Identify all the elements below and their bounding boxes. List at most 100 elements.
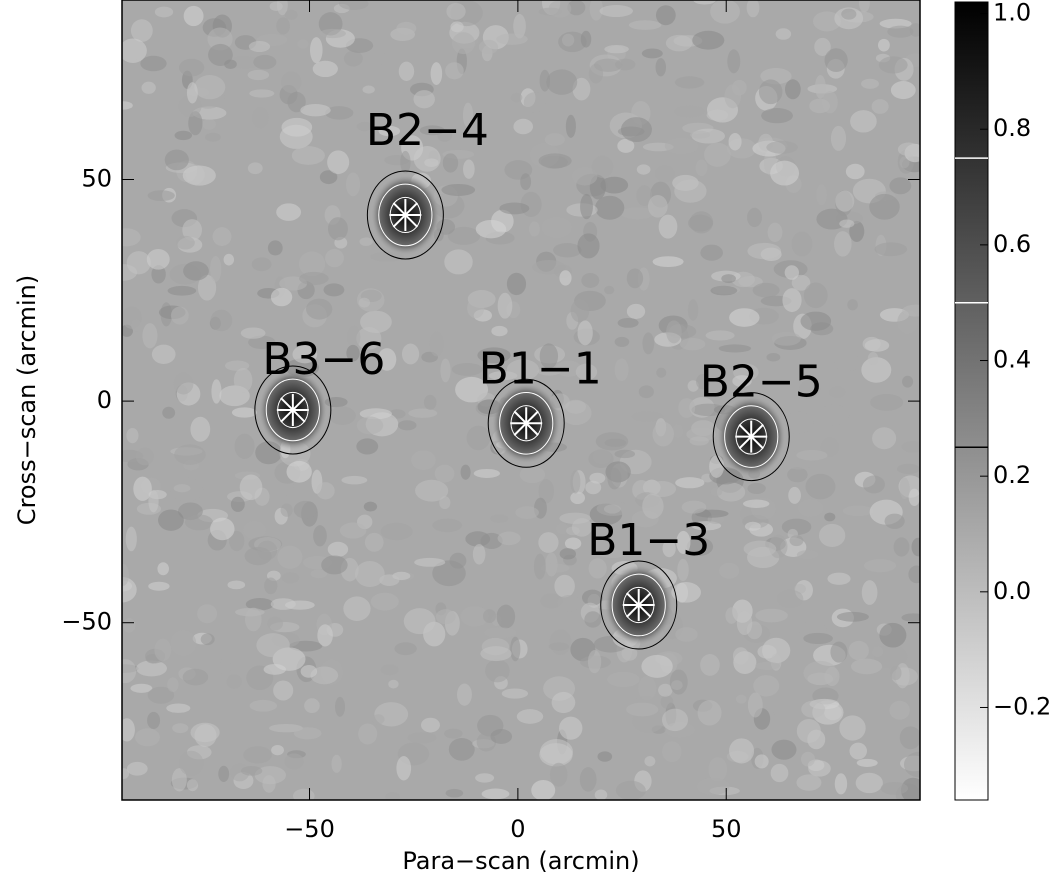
noise bbox=[592, 448, 612, 465]
noise bbox=[403, 608, 436, 635]
noise bbox=[339, 522, 367, 539]
noise bbox=[162, 406, 176, 419]
contour bbox=[712, 392, 790, 482]
noise bbox=[173, 372, 194, 395]
noise bbox=[636, 164, 651, 175]
noise bbox=[327, 217, 348, 241]
noise bbox=[880, 781, 909, 795]
noise bbox=[901, 441, 920, 453]
noise bbox=[603, 504, 621, 514]
noise bbox=[164, 149, 189, 171]
noise bbox=[656, 367, 667, 378]
noise bbox=[267, 616, 284, 631]
noise bbox=[356, 121, 373, 132]
noise bbox=[599, 5, 633, 18]
noise bbox=[444, 249, 473, 275]
noise bbox=[457, 683, 472, 706]
noise bbox=[845, 163, 865, 180]
noise bbox=[450, 21, 464, 33]
noise bbox=[835, 190, 855, 212]
noise bbox=[197, 274, 217, 301]
noise bbox=[890, 81, 916, 100]
noise bbox=[855, 772, 883, 794]
noise bbox=[473, 468, 501, 478]
noise bbox=[445, 788, 464, 798]
noise bbox=[580, 193, 593, 220]
noise bbox=[363, 501, 378, 512]
noise bbox=[757, 644, 777, 659]
noise bbox=[803, 632, 833, 645]
noise bbox=[148, 581, 170, 591]
noise bbox=[539, 343, 559, 369]
noise bbox=[642, 493, 664, 519]
source-label: B1−3 bbox=[587, 515, 710, 566]
colorbar-tick-label: 0.8 bbox=[993, 114, 1031, 142]
noise bbox=[816, 184, 827, 206]
noise bbox=[729, 308, 760, 327]
noise bbox=[695, 509, 729, 518]
noise bbox=[824, 512, 836, 522]
noise bbox=[420, 717, 440, 733]
noise bbox=[729, 738, 755, 764]
noise bbox=[211, 379, 222, 404]
plus-marker bbox=[276, 393, 309, 426]
noise bbox=[388, 679, 399, 689]
noise bbox=[899, 726, 920, 750]
noise bbox=[130, 19, 153, 42]
noise bbox=[889, 700, 910, 720]
noise bbox=[430, 62, 443, 86]
noise bbox=[499, 202, 530, 215]
noise bbox=[254, 766, 287, 785]
noise bbox=[902, 375, 914, 388]
noise bbox=[771, 331, 801, 346]
noise bbox=[429, 331, 444, 357]
noise bbox=[432, 560, 466, 587]
noise bbox=[506, 272, 527, 296]
noise bbox=[862, 336, 881, 352]
noise bbox=[829, 386, 846, 399]
noise bbox=[647, 195, 668, 218]
noise bbox=[867, 351, 879, 366]
x-axis-title: Para−scan (arcmin) bbox=[402, 847, 639, 875]
noise bbox=[800, 311, 832, 331]
noise bbox=[270, 598, 296, 610]
noise bbox=[808, 760, 831, 777]
noise bbox=[675, 477, 705, 489]
noise bbox=[175, 235, 195, 250]
noise bbox=[167, 285, 197, 296]
noise bbox=[142, 323, 158, 349]
noise bbox=[442, 153, 459, 173]
noise bbox=[887, 25, 914, 38]
noise bbox=[531, 780, 556, 800]
noise bbox=[158, 509, 184, 531]
noise bbox=[564, 537, 582, 550]
noise bbox=[147, 190, 175, 202]
noise bbox=[555, 523, 569, 535]
noise bbox=[304, 698, 320, 714]
noise bbox=[434, 464, 455, 483]
noise bbox=[245, 598, 274, 611]
noise bbox=[655, 5, 676, 26]
noise bbox=[148, 489, 159, 513]
noise bbox=[538, 153, 572, 169]
noise bbox=[812, 11, 841, 32]
noise bbox=[281, 572, 300, 584]
noise bbox=[182, 165, 216, 186]
x-tick-label: 0 bbox=[510, 815, 525, 843]
noise bbox=[600, 176, 629, 194]
noise bbox=[700, 654, 720, 676]
noise bbox=[677, 558, 689, 582]
noise bbox=[565, 399, 587, 414]
noise bbox=[174, 444, 206, 465]
noise bbox=[130, 683, 153, 693]
noise bbox=[310, 666, 339, 685]
noise bbox=[862, 475, 885, 494]
noise bbox=[638, 676, 657, 701]
noise bbox=[247, 162, 263, 175]
noise bbox=[135, 447, 155, 466]
noise bbox=[839, 715, 866, 741]
noise bbox=[240, 327, 266, 339]
noise bbox=[408, 408, 438, 418]
contour bbox=[600, 560, 678, 650]
